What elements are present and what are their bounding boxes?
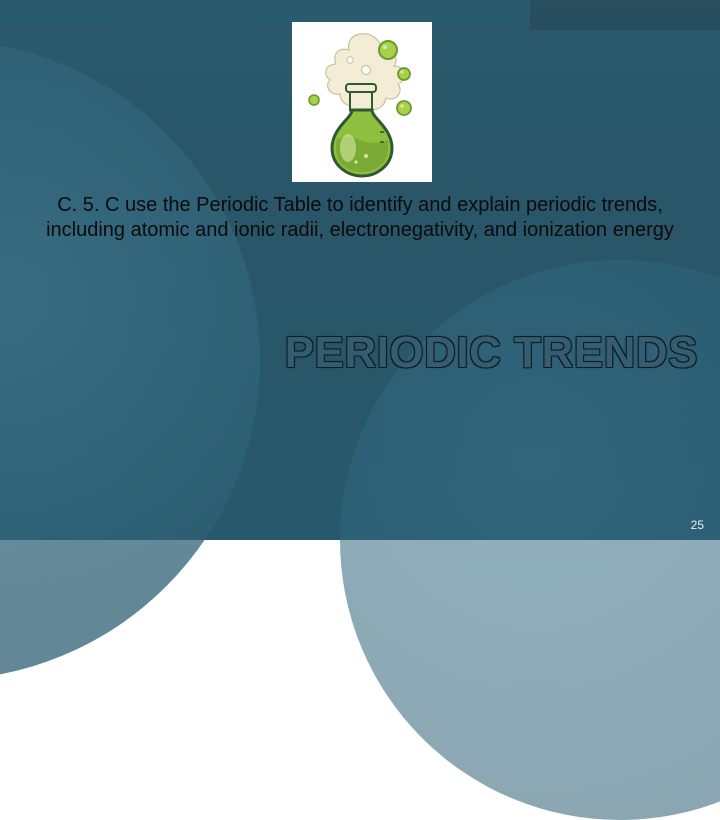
chemistry-flask-icon [292, 22, 432, 182]
clipart-container [292, 22, 432, 182]
page-number: 25 [691, 518, 704, 532]
background-top-bar [530, 0, 720, 30]
slide: C. 5. C use the Periodic Table to identi… [0, 0, 720, 540]
objective-text: C. 5. C use the Periodic Table to identi… [30, 193, 690, 243]
slide-title: PERIODIC TRENDS [0, 328, 720, 378]
